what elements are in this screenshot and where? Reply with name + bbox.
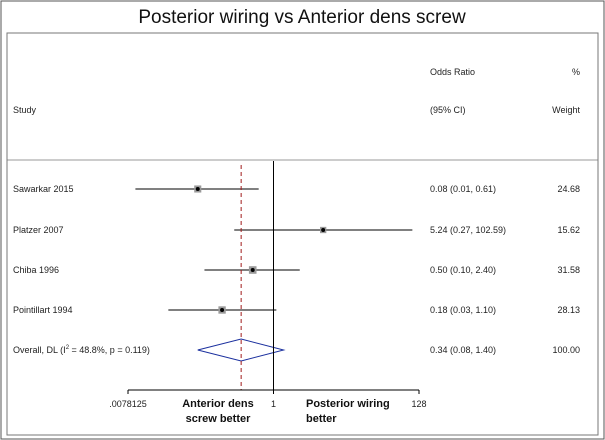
study-label: Pointillart 1994: [13, 305, 73, 315]
study-weight-text: 28.13: [557, 305, 580, 315]
header-study: Study: [13, 105, 37, 115]
header-ci: (95% CI): [430, 105, 466, 115]
x-tick-label: 1: [271, 399, 276, 409]
left-annotation-line2: screw better: [186, 413, 252, 425]
study-point-estimate: [195, 187, 200, 191]
overall-ci-text: 0.34 (0.08, 1.40): [430, 345, 496, 355]
study-ci-text: 0.50 (0.10, 2.40): [430, 265, 496, 275]
overall-diamond: [197, 338, 286, 362]
study-point-estimate: [321, 228, 326, 232]
left-annotation-line1: Anterior dens: [182, 398, 254, 410]
header-odds-ratio: Odds Ratio: [430, 67, 475, 77]
chart-title: Posterior wiring vs Anterior dens screw: [138, 7, 466, 28]
study-ci-text: 0.18 (0.03, 1.10): [430, 305, 496, 315]
study-weight-text: 15.62: [557, 225, 580, 235]
study-point-estimate: [220, 308, 225, 312]
header-weight: Weight: [552, 105, 580, 115]
x-tick-label: .0078125: [109, 399, 147, 409]
study-rows: Sawarkar 2015 0.08 (0.01, 0.61) 24.68 Platz…: [13, 184, 580, 362]
right-annotation-line1: Posterior wiring: [306, 398, 390, 410]
study-label: Platzer 2007: [13, 225, 64, 235]
x-axis-ticks: .0078125 1 128: [109, 390, 427, 409]
study-label: Sawarkar 2015: [13, 184, 74, 194]
right-annotation-line2: better: [306, 413, 337, 425]
study-ci-text: 5.24 (0.27, 102.59): [430, 225, 506, 235]
header-percent: %: [572, 67, 580, 77]
study-ci-text: 0.08 (0.01, 0.61): [430, 184, 496, 194]
study-weight-text: 31.58: [557, 265, 580, 275]
overall-weight-text: 100.00: [552, 345, 580, 355]
study-weight-text: 24.68: [557, 184, 580, 194]
plot-area-frame: [6, 32, 599, 436]
study-label: Chiba 1996: [13, 265, 59, 275]
study-point-estimate: [250, 268, 255, 272]
overall-label: Overall, DL (I2 = 48.8%, p = 0.119): [13, 345, 150, 355]
x-tick-label: 128: [411, 399, 426, 409]
